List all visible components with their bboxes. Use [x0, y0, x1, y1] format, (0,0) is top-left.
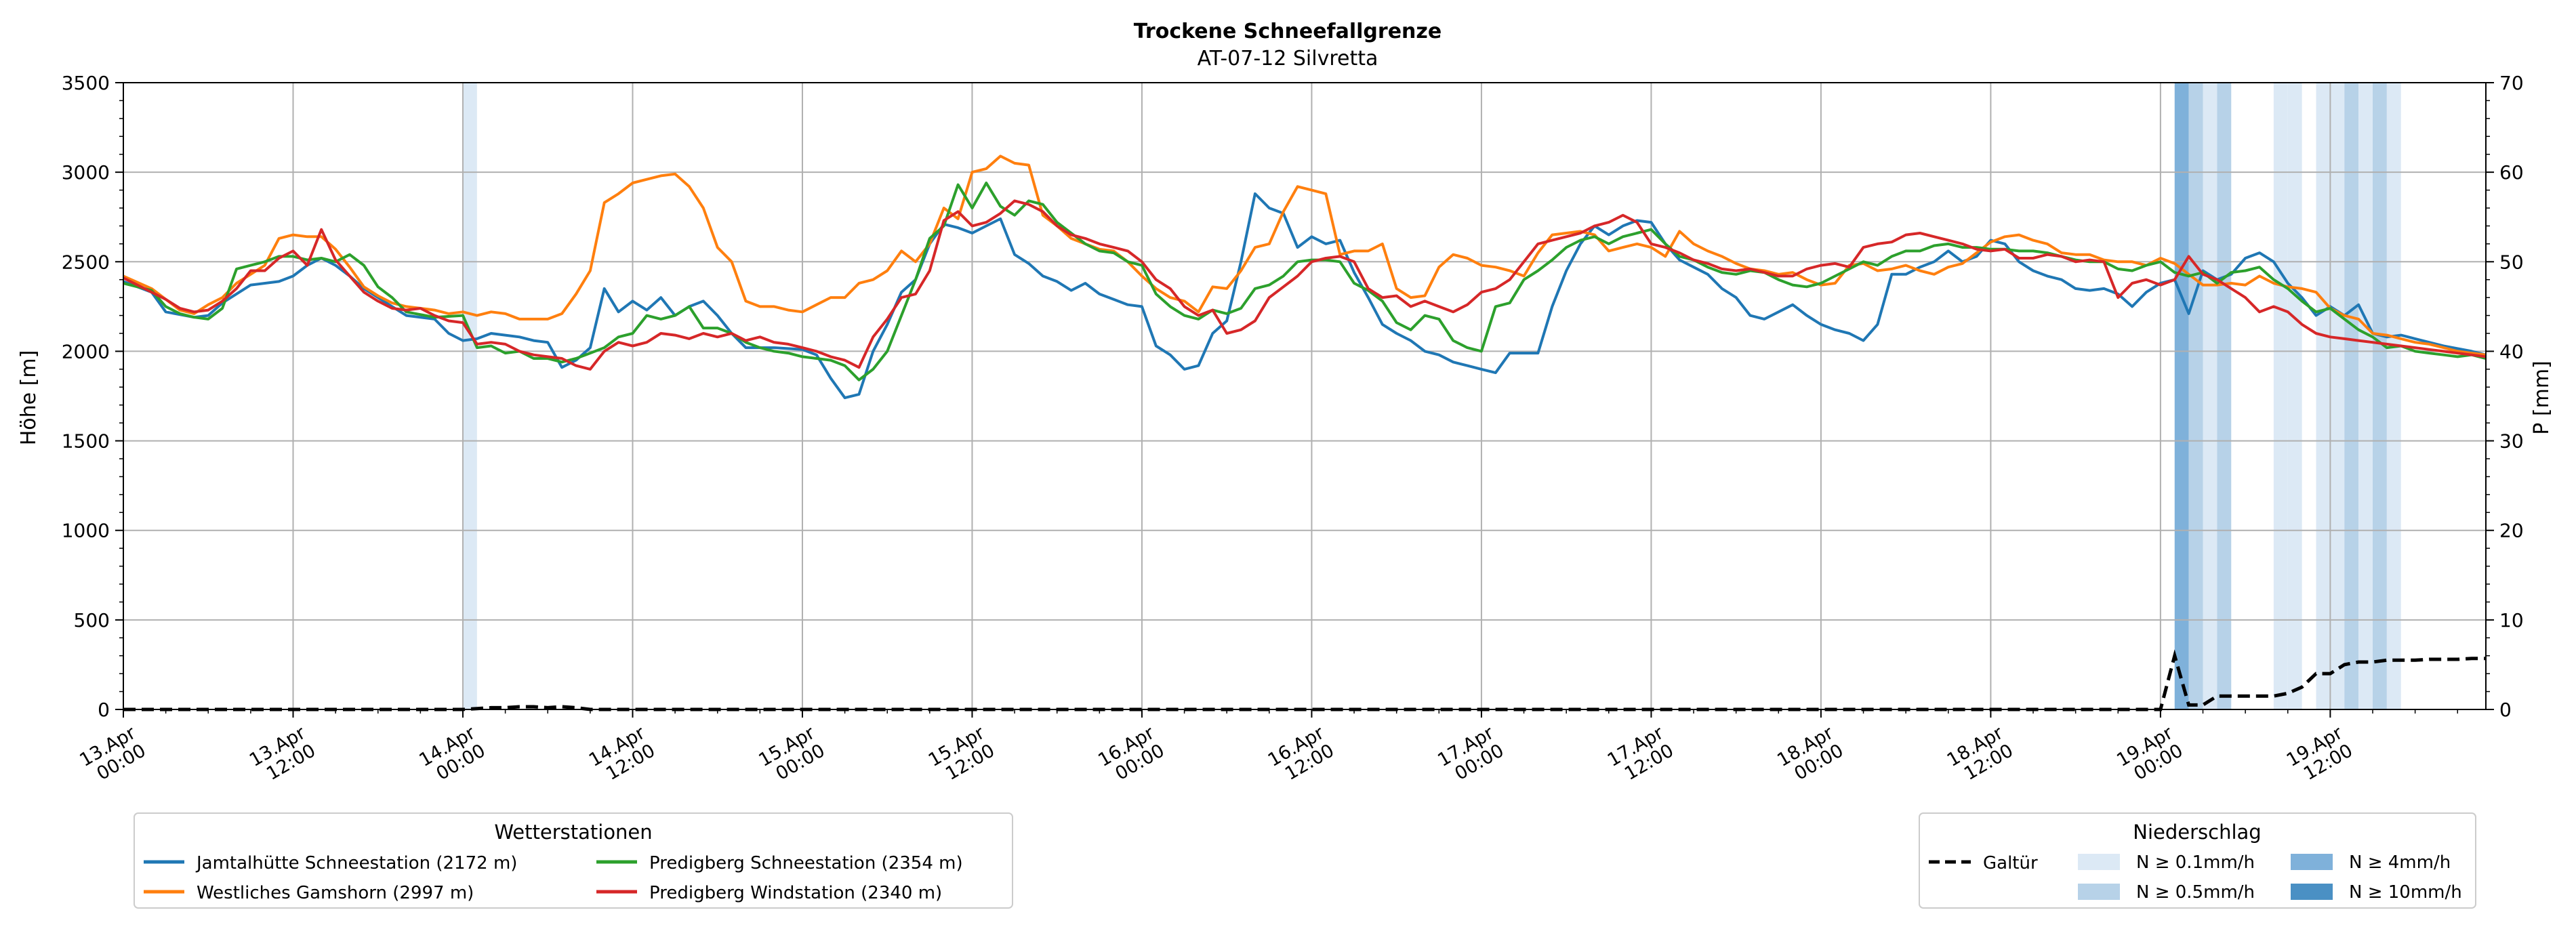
y-tick-label-4: 2000: [62, 340, 110, 363]
series-line-3: [123, 199, 2487, 371]
grid-lines: [123, 82, 2486, 710]
precip-band-7: [2316, 83, 2331, 709]
legend-label-0: Jamtalhütte Schneestation (2172 m): [195, 853, 517, 873]
y2-tick-label-1: 10: [2499, 609, 2524, 632]
chart-subtitle: AT-07-12 Silvretta: [1198, 47, 1378, 70]
y2-tick-label-4: 40: [2499, 340, 2524, 363]
legend-bin-swatch-1: [2078, 884, 2120, 900]
precip-band-5: [2273, 83, 2288, 709]
y2-tick-label-6: 60: [2499, 161, 2524, 184]
y2-tick-label-0: 0: [2499, 699, 2512, 721]
legend-label-1: Westliches Gamshorn (2997 m): [197, 883, 474, 903]
precip-band-11: [2373, 83, 2387, 709]
y-tick-label-2: 1000: [62, 520, 110, 542]
y-axis-label: Höhe [m]: [17, 350, 41, 446]
legend-bin-label-0: N ≥ 0.1mm/h: [2136, 852, 2255, 873]
y2-tick-label-7: 70: [2499, 72, 2524, 94]
y-tick-label-5: 2500: [62, 251, 110, 273]
y-tick-label-3: 1500: [62, 430, 110, 453]
series-line-0: [123, 192, 2487, 400]
y2-tick-label-3: 30: [2499, 430, 2524, 453]
precip-band-9: [2344, 83, 2359, 709]
series-line-1: [123, 154, 2487, 356]
series-lines: [123, 154, 2487, 711]
legend-stations: Wetterstationen Jamtalhütte Schneestatio…: [134, 812, 1013, 909]
precip-band-3: [2203, 83, 2217, 709]
legend-label-3: Predigberg Windstation (2340 m): [649, 883, 942, 903]
y2-tick-label-2: 20: [2499, 520, 2524, 542]
y-axis-ticks: 0 500 1000 1500 2000 2500 3000 3500: [62, 72, 123, 721]
legend-bin-swatch-2: [2291, 854, 2333, 870]
precipitation-bands: [462, 83, 2401, 709]
precip-band-8: [2330, 83, 2345, 709]
y-tick-label-1: 500: [74, 609, 110, 632]
precip-band-2: [2188, 83, 2203, 709]
legend-bin-label-1: N ≥ 0.5mm/h: [2136, 882, 2255, 903]
y2-tick-label-5: 50: [2499, 251, 2524, 273]
legend-precipitation: Niederschlag Galtür N ≥ 0.1mm/h N ≥ 0.5mm…: [1919, 812, 2476, 909]
y-tick-label-6: 3000: [62, 161, 110, 184]
legend-bin-swatch-3: [2291, 884, 2333, 900]
legend-stations-title: Wetterstationen: [494, 821, 652, 844]
precip-band-1: [2174, 83, 2189, 709]
precip-line-galtur: [123, 649, 2486, 711]
precip-band-12: [2386, 83, 2401, 709]
legend-bin-swatch-0: [2078, 854, 2120, 870]
plot-frame: [123, 82, 2487, 710]
precip-band-6: [2287, 83, 2302, 709]
legend-bin-label-3: N ≥ 10mm/h: [2349, 882, 2462, 903]
y-tick-label-7: 3500: [62, 72, 110, 94]
precip-band-0: [462, 83, 477, 709]
legend-galtur-label: Galtür: [1983, 853, 2038, 873]
y-tick-label-0: 0: [98, 699, 110, 721]
legend-label-2: Predigberg Schneestation (2354 m): [649, 853, 963, 873]
precip-band-10: [2358, 83, 2373, 709]
y2-axis-label: P [mm]: [2530, 360, 2554, 434]
precip-band-4: [2217, 83, 2232, 709]
y2-axis-ticks: 0 10 20 30 40 50 60 70: [2486, 72, 2524, 721]
legend-precipitation-title: Niederschlag: [2133, 821, 2261, 844]
series-line-2: [123, 182, 2487, 381]
chart-title: Trockene Schneefallgrenze: [1134, 20, 1442, 43]
legend-bin-label-2: N ≥ 4mm/h: [2349, 852, 2451, 873]
